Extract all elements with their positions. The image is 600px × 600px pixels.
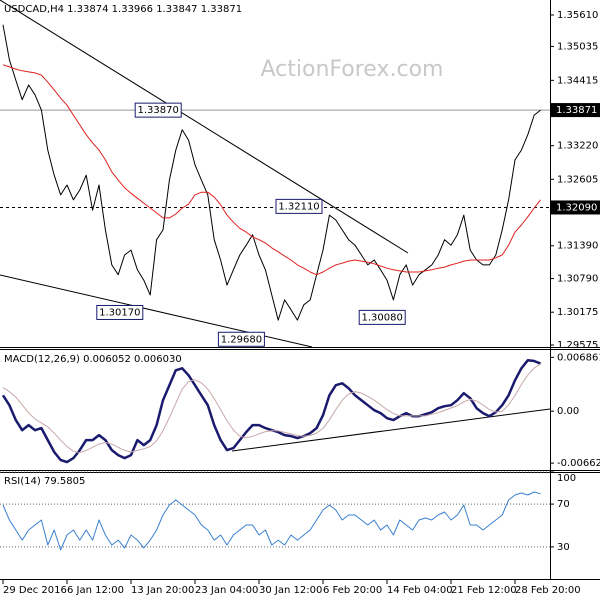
annotation-box bbox=[358, 309, 406, 325]
trend-line bbox=[0, 0, 409, 254]
x-tick-label: 23 Jan 04:00 bbox=[195, 585, 258, 596]
x-tick-label: 14 Feb 04:00 bbox=[387, 585, 453, 596]
y-tick-label: 0.00 bbox=[557, 406, 579, 417]
y-tick-label: 1.35035 bbox=[557, 41, 598, 52]
x-tick-label: 6 Jan 12:00 bbox=[67, 585, 124, 596]
y-tick-label: 1.29575 bbox=[557, 340, 598, 351]
y-tick-label: 1.30790 bbox=[557, 274, 598, 285]
pane-title: RSI(14) 79.5805 bbox=[4, 476, 85, 487]
annotation-label: 1.29680 bbox=[221, 334, 262, 345]
y-tick-label: 0.006861 bbox=[557, 352, 600, 363]
annotation-box bbox=[96, 304, 144, 320]
watermark: ActionForex.com bbox=[261, 57, 444, 82]
level-label: 1.32090 bbox=[556, 202, 597, 213]
x-tick-label: 28 Feb 20:00 bbox=[515, 585, 581, 596]
annotation-label: 1.30080 bbox=[362, 312, 403, 323]
level-box bbox=[551, 200, 600, 215]
x-tick-label: 6 Feb 20:00 bbox=[323, 585, 382, 596]
annotation-box bbox=[134, 102, 182, 118]
level-label: 1.33871 bbox=[556, 105, 597, 116]
x-tick-label: 30 Jan 12:00 bbox=[259, 585, 322, 596]
series-line bbox=[2, 24, 541, 321]
series-line bbox=[1, 359, 542, 464]
level-box bbox=[551, 103, 600, 118]
x-tick-label: 21 Feb 12:00 bbox=[451, 585, 517, 596]
x-tick-label: 13 Jan 20:00 bbox=[131, 585, 194, 596]
trend-line bbox=[231, 408, 551, 452]
frame bbox=[0, 0, 600, 580]
y-tick-label: 30 bbox=[557, 542, 570, 553]
y-tick-label: 70 bbox=[557, 499, 570, 510]
y-tick-label: 1.31390 bbox=[557, 241, 598, 252]
series-line bbox=[2, 491, 541, 551]
pane-title: USDCAD,H4 1.33874 1.33966 1.33847 1.3387… bbox=[4, 4, 242, 15]
y-tick-label: 1.32605 bbox=[557, 174, 598, 185]
annotation-label: 1.30170 bbox=[99, 307, 140, 318]
y-tick-label: 100 bbox=[557, 473, 576, 484]
series-line bbox=[2, 64, 541, 276]
y-tick-label: 1.35610 bbox=[557, 10, 598, 21]
x-tick-label: 29 Dec 2016 bbox=[3, 585, 67, 596]
annotation-box bbox=[217, 331, 265, 347]
annotation-label: 1.33870 bbox=[138, 105, 179, 116]
y-tick-label: -0.00662 bbox=[557, 458, 600, 469]
pane-title: MACD(12,26,9) 0.006052 0.006030 bbox=[4, 354, 182, 365]
annotation-label: 1.32110 bbox=[278, 201, 319, 212]
y-tick-label: 1.30175 bbox=[557, 307, 598, 318]
y-tick-label: 1.33220 bbox=[557, 141, 598, 152]
series-line bbox=[2, 363, 541, 454]
annotation-box bbox=[275, 198, 323, 214]
y-tick-label: 1.34415 bbox=[557, 75, 598, 86]
